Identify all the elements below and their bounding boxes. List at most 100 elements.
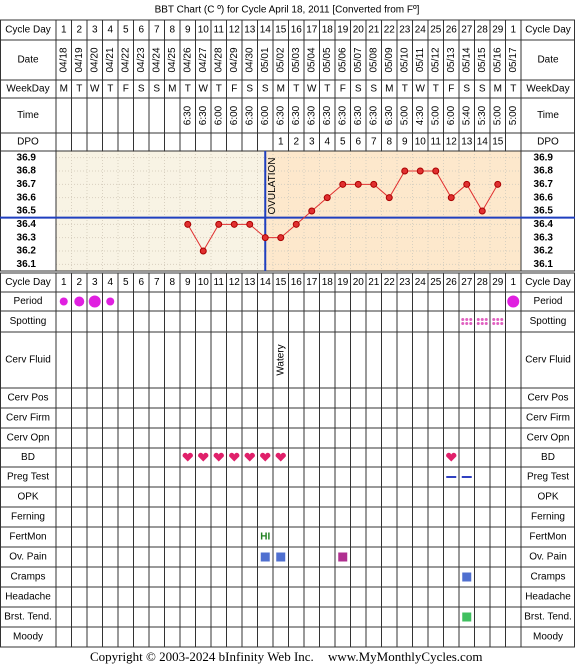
date: 04/20	[89, 47, 100, 72]
row-label: Ferning	[11, 512, 45, 523]
date: 04/24	[151, 47, 162, 72]
y-tick-label: 36.2	[534, 246, 554, 257]
cycle-day: 13	[244, 25, 256, 36]
time: 6:30	[275, 105, 286, 125]
dpo: 2	[293, 137, 299, 148]
dpo: 9	[402, 137, 408, 148]
spotting-icon	[469, 322, 473, 325]
cycle-day: 28	[477, 277, 489, 288]
weekday: S	[262, 84, 269, 95]
y-tick-label: 36.6	[17, 192, 37, 203]
date: 04/28	[213, 47, 224, 72]
weekday: T	[510, 84, 516, 95]
temperature-point	[401, 167, 409, 175]
temperature-point	[292, 220, 300, 228]
cycle-day: 18	[322, 277, 334, 288]
time: 6:00	[213, 105, 224, 125]
row-label: Preg Test	[7, 472, 49, 483]
row-label: Brst. Tend.	[4, 612, 52, 623]
ov-pain-icon	[338, 552, 348, 562]
row-label: Cycle Day	[5, 25, 51, 36]
cycle-day: 6	[138, 25, 144, 36]
date: 05/14	[461, 47, 472, 72]
date: 05/04	[306, 47, 317, 72]
spotting-icon	[496, 318, 500, 321]
weekday: W	[90, 84, 100, 95]
date: 05/17	[508, 47, 519, 72]
cycle-day: 29	[492, 25, 504, 36]
weekday: S	[138, 84, 145, 95]
spotting-icon	[469, 318, 473, 321]
cycle-day: 3	[92, 25, 98, 36]
temperature-point	[323, 194, 331, 202]
chart-title: BBT Chart (C º) for Cycle April 18, 2011…	[155, 5, 420, 16]
cycle-day: 13	[244, 277, 256, 288]
spotting-icon	[496, 322, 500, 325]
temperature-point	[277, 234, 285, 242]
period-icon	[88, 295, 101, 308]
spotting-icon	[492, 318, 496, 321]
spotting-icon	[465, 322, 469, 325]
weekday: T	[293, 84, 299, 95]
date: 04/27	[198, 47, 209, 72]
date: 04/21	[105, 47, 116, 72]
row-label: FertMon	[9, 532, 46, 543]
cycle-day: 22	[384, 25, 396, 36]
row-label: BD	[541, 452, 555, 463]
cycle-day: 20	[353, 277, 365, 288]
spotting-icon	[476, 318, 480, 321]
cycle-day: 25	[430, 277, 442, 288]
row-label: Cramps	[10, 572, 45, 583]
cycle-day: 11	[214, 25, 225, 36]
date: 05/06	[337, 47, 348, 72]
time: 5:00	[492, 105, 503, 125]
cycle-day: 8	[169, 25, 175, 36]
cycle-day: 24	[415, 277, 427, 288]
row-label: Date	[537, 55, 559, 66]
dpo: 11	[431, 137, 442, 148]
spotting-icon	[476, 322, 480, 325]
cycle-day: 24	[415, 25, 427, 36]
cycle-day: 10	[198, 277, 210, 288]
weekday: M	[277, 84, 285, 95]
cycle-day: 21	[368, 25, 380, 36]
cycle-day: 16	[291, 25, 303, 36]
cycle-day: 12	[229, 277, 241, 288]
y-tick-label: 36.5	[534, 206, 554, 217]
period-icon	[507, 295, 520, 308]
dpo: 1	[278, 137, 284, 148]
time: 6:30	[198, 105, 209, 125]
dpo: 5	[340, 137, 346, 148]
time: 6:30	[353, 105, 364, 125]
brst-tend-icon	[462, 612, 472, 622]
row-label: OPK	[17, 492, 38, 503]
cycle-day: 20	[353, 25, 365, 36]
weekday: T	[433, 84, 439, 95]
y-tick-label: 36.7	[534, 179, 554, 190]
bd-icon	[260, 452, 271, 462]
y-tick-label: 36.8	[17, 166, 37, 177]
row-label: Cerv Fluid	[5, 355, 51, 366]
temperature-point	[478, 207, 486, 215]
cycle-day: 5	[123, 277, 129, 288]
date: 05/13	[446, 47, 457, 72]
cycle-day: 2	[76, 277, 82, 288]
spotting-icon	[465, 318, 469, 321]
cycle-day: 1	[61, 277, 67, 288]
date: 04/26	[182, 47, 193, 72]
weekday: T	[402, 84, 408, 95]
date: 05/11	[415, 47, 426, 72]
row-label: Cramps	[530, 572, 565, 583]
spotting-icon	[461, 318, 465, 321]
period-icon	[59, 297, 68, 306]
date: 04/23	[136, 47, 147, 72]
copyright: Copyright © 2003-2024 bInfinity Web Inc.	[90, 649, 314, 664]
y-tick-label: 36.1	[534, 259, 554, 270]
weekday: T	[324, 84, 330, 95]
dpo: 7	[371, 137, 377, 148]
row-label: Cerv Firm	[6, 413, 50, 424]
dpo: 14	[477, 137, 489, 148]
cycle-day: 28	[477, 25, 489, 36]
weekday: W	[416, 84, 426, 95]
time: 4:30	[415, 105, 426, 125]
